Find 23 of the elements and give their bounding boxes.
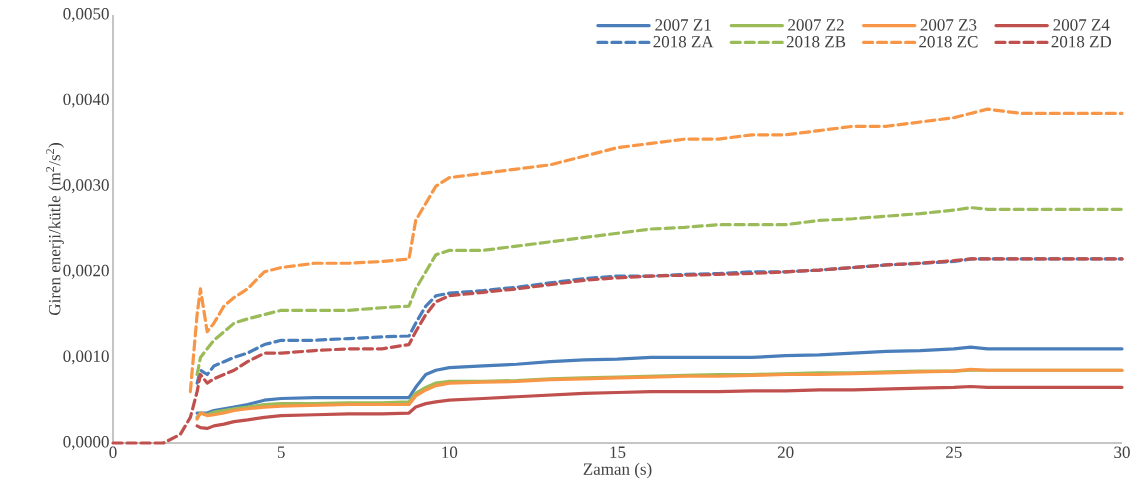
legend-label: 2018 ZA	[653, 36, 714, 48]
x-tick-label: 15	[610, 446, 626, 458]
x-tick-label: 5	[277, 446, 285, 458]
legend-label: 2018 ZB	[786, 36, 846, 48]
y-tick-label: 0,0040	[63, 93, 109, 108]
legend-label: 2007 Z1	[655, 19, 711, 31]
y-tick-label: 0,0010	[63, 350, 109, 365]
y-tick-label: 0,0030	[63, 179, 109, 194]
y-tick-label: 0,0000	[63, 436, 109, 450]
legend-label: 2007 Z3	[920, 19, 977, 31]
y-tick-label: 0,0050	[63, 8, 109, 22]
x-axis-title: Zaman (s)	[583, 462, 652, 479]
legend-label: 2018 ZD	[1051, 36, 1112, 48]
x-tick-label: 20	[777, 446, 794, 459]
legend-label: 2007 Z2	[788, 19, 844, 31]
x-tick-label: 10	[442, 446, 458, 459]
x-tick-label: 25	[946, 446, 962, 458]
legend-label: 2007 Z4	[1053, 19, 1110, 31]
x-tick-label: 0	[109, 446, 117, 459]
legend-label: 2018 ZC	[919, 36, 978, 48]
y-axis-title: Giren enerji/kütle (m$^{2}$/s$^{2}$)	[46, 143, 64, 316]
x-tick-label: 30	[1114, 446, 1130, 459]
y-tick-label: 0,0020	[63, 264, 109, 279]
